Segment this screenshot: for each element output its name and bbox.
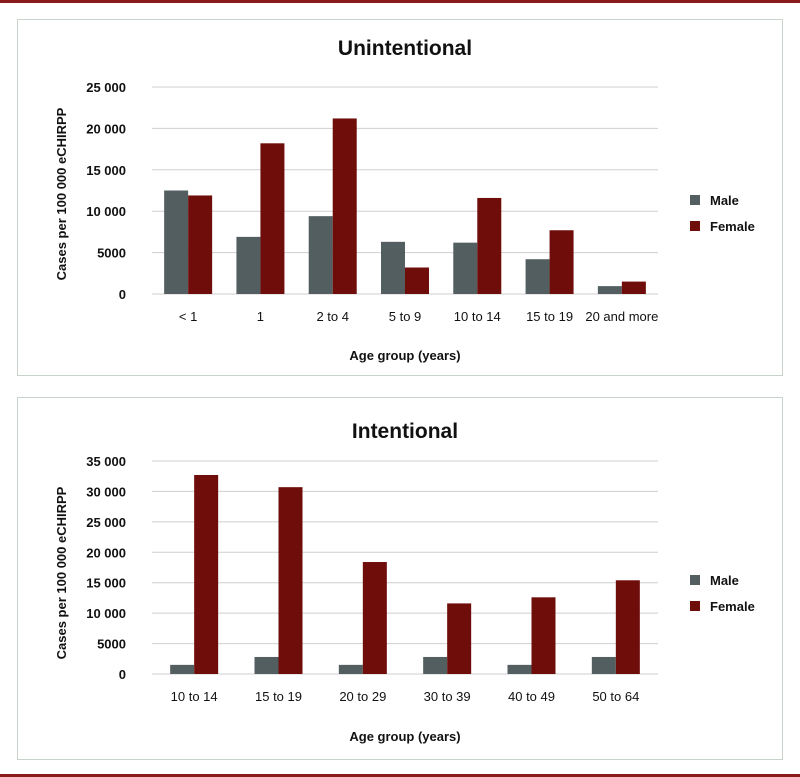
- bar-female: [278, 487, 303, 674]
- gridlines: [152, 460, 658, 675]
- bar-male: [308, 216, 333, 294]
- x-tick-label: 15 to 19: [255, 689, 302, 704]
- bar-female: [260, 143, 285, 294]
- bar-female: [194, 474, 219, 674]
- y-tick-label: 10 000: [86, 606, 126, 621]
- y-tick-labels: 0 5000 10 000 15 000 20 000 25 000 30 000 35 00…: [86, 454, 126, 682]
- y-tick-label: 5000: [97, 246, 126, 261]
- chart-intentional: Intentional Cases per 100 000 eCHIRPP Ag…: [54, 420, 755, 744]
- x-axis-label: Age group (years): [349, 348, 460, 363]
- chart-panel-intentional: Intentional Cases per 100 000 eCHIRPP Ag…: [17, 397, 783, 760]
- y-tick-label: 0: [119, 667, 126, 682]
- x-tick-label: 40 to 49: [508, 689, 555, 704]
- bar-male: [254, 656, 279, 674]
- bar-female: [477, 197, 502, 294]
- bar-female: [615, 580, 640, 674]
- bar-male: [453, 242, 478, 294]
- gridlines: [152, 86, 658, 295]
- y-axis-label: Cases per 100 000 eCHIRPP: [54, 107, 69, 280]
- chart-title: Unintentional: [338, 37, 472, 60]
- x-tick-label: 5 to 9: [389, 309, 422, 324]
- bar-male: [423, 656, 448, 674]
- legend-swatch-female: [690, 601, 700, 611]
- top-rule: [0, 0, 800, 3]
- y-tick-label: 15 000: [86, 576, 126, 591]
- y-tick-label: 15 000: [86, 163, 126, 178]
- y-tick-label: 25 000: [86, 515, 126, 530]
- bar-female: [405, 267, 429, 294]
- bar-male: [597, 286, 622, 294]
- y-tick-label: 30 000: [86, 484, 126, 499]
- x-tick-label: 30 to 39: [424, 689, 471, 704]
- bars: [164, 118, 646, 295]
- legend-swatch-female: [690, 221, 700, 231]
- x-tick-label: 50 to 64: [592, 689, 639, 704]
- legend-swatch-male: [690, 575, 700, 585]
- x-tick-label: 10 to 14: [171, 689, 218, 704]
- bar-female: [188, 195, 213, 294]
- bar-male: [381, 241, 405, 294]
- chart-title: Intentional: [352, 420, 458, 443]
- bars: [170, 474, 640, 674]
- x-tick-label: 20 to 29: [339, 689, 386, 704]
- legend-label-female: Female: [710, 219, 755, 234]
- bar-female: [549, 230, 574, 294]
- y-tick-label: 25 000: [86, 80, 126, 95]
- x-axis-label: Age group (years): [349, 729, 460, 744]
- x-tick-label: < 1: [179, 309, 197, 324]
- bar-female: [621, 281, 646, 294]
- y-tick-label: 20 000: [86, 545, 126, 560]
- bar-male: [507, 664, 532, 674]
- bar-male: [236, 236, 261, 294]
- x-tick-label: 1: [257, 309, 264, 324]
- x-tick-label: 20 and more: [585, 309, 658, 324]
- chart-unintentional: Unintentional Cases per 100 000 eCHIRPP …: [54, 37, 755, 363]
- y-tick-labels: 0 5000 10 000 15 000 20 000 25 000: [86, 80, 126, 302]
- y-tick-label: 0: [119, 287, 126, 302]
- bar-female: [531, 597, 556, 674]
- x-tick-labels: < 1 1 2 to 4 5 to 9 10 to 14 15 to 19 20 and m…: [179, 309, 658, 324]
- y-tick-label: 35 000: [86, 454, 126, 469]
- bar-female: [362, 562, 387, 674]
- bar-female: [332, 118, 357, 295]
- bar-male: [164, 190, 189, 294]
- bar-male: [170, 664, 195, 674]
- legend-label-male: Male: [710, 193, 739, 208]
- bar-female: [447, 603, 472, 674]
- bar-male: [338, 664, 363, 674]
- chart-panel-unintentional: Unintentional Cases per 100 000 eCHIRPP …: [17, 19, 783, 376]
- y-tick-label: 20 000: [86, 121, 126, 136]
- x-tick-label: 10 to 14: [454, 309, 501, 324]
- legend-swatch-male: [690, 195, 700, 205]
- x-tick-labels: 10 to 14 15 to 19 20 to 29 30 to 39 40 to 49…: [171, 689, 640, 704]
- bottom-rule: [0, 774, 800, 777]
- legend: Male Female: [690, 193, 755, 234]
- y-tick-label: 5000: [97, 637, 126, 652]
- x-tick-label: 2 to 4: [316, 309, 349, 324]
- y-tick-label: 10 000: [86, 204, 126, 219]
- y-axis-label: Cases per 100 000 eCHIRPP: [54, 486, 69, 659]
- legend-label-male: Male: [710, 573, 739, 588]
- x-tick-label: 15 to 19: [526, 309, 573, 324]
- legend: Male Female: [690, 573, 755, 614]
- legend-label-female: Female: [710, 599, 755, 614]
- bar-male: [525, 259, 550, 294]
- bar-male: [591, 656, 616, 674]
